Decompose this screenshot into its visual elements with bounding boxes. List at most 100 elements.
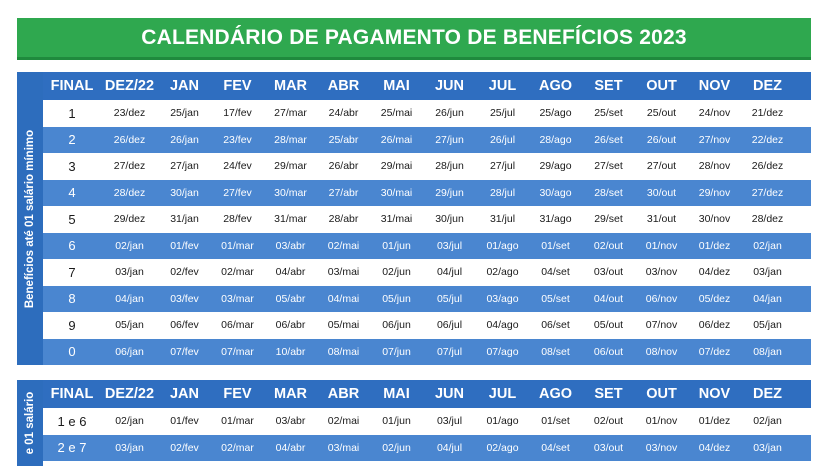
payment-date-cell: 04/jan (753, 292, 782, 305)
payment-date-cell: 05/jan (115, 319, 144, 332)
payment-date-cell: 05/jul (436, 292, 463, 305)
payment-date-cell: 25/abr (328, 133, 359, 146)
payment-date-cell: 03/abr (275, 415, 306, 428)
page-title: CALENDÁRIO DE PAGAMENTO DE BENEFÍCIOS 20… (17, 18, 811, 60)
payment-date-cell: 29/jun (435, 186, 464, 199)
final-digit-cell: 5 (68, 211, 76, 227)
payment-date-cell: 08/jan (753, 345, 782, 358)
payment-date-cell: 30/mar (274, 186, 307, 199)
payment-date-cell: 06/fev (170, 319, 199, 332)
payment-date-cell: 23/dez (113, 107, 146, 120)
payment-date-cell: 27/jul (489, 160, 516, 173)
table-row: 1 e 6 02/jan 01/fev 01/mar 03/abr 02/mai 01/ju… (43, 408, 811, 435)
payment-date-cell: 28/abr (328, 213, 359, 226)
payment-date-cell: 26/dez (751, 160, 784, 173)
payment-date-cell: 29/set (594, 213, 623, 226)
column-header: FEV (223, 386, 252, 402)
payment-date-cell: 03/out (593, 441, 624, 454)
payment-date-cell: 01/set (541, 415, 570, 428)
table-row: 2 e 7 03/jan 02/fev 02/mar 04/abr 03/mai 02/ju… (43, 434, 811, 461)
payment-date-cell: 24/fev (223, 160, 252, 173)
payment-date-cell: 28/nov (698, 160, 731, 173)
payment-date-cell: 04/out (593, 292, 624, 305)
column-header: DEZ/22 (104, 78, 155, 94)
payment-date-cell: 27/jun (435, 133, 464, 146)
payment-date-cell: 22/dez (751, 133, 784, 146)
column-header: DEZ/22 (104, 386, 155, 402)
table-row: 5 29/dez 31/jan 28/fev 31/mar 28/abr 31/mai 30/… (43, 206, 811, 233)
payment-date-cell: 05/dez (698, 292, 731, 305)
payment-date-cell: 05/jan (753, 319, 782, 332)
payment-date-cell: 27/fev (223, 186, 252, 199)
payment-date-cell: 30/jan (170, 186, 199, 199)
final-digit-cell: 6 (68, 238, 76, 254)
side-label: Benefícios até 01 salário mínimo (24, 129, 36, 308)
column-header: JUN (434, 386, 464, 402)
final-digit-cell: 7 (68, 264, 76, 280)
table-row: 7 03/jan 02/fev 02/mar 04/abr 03/mai 02/jun 04/… (43, 259, 811, 286)
payment-date-cell: 04/dez (698, 441, 731, 454)
payment-date-cell: 03/fev (170, 292, 199, 305)
payment-date-cell: 02/out (593, 239, 624, 252)
payment-date-cell: 04/jul (436, 441, 463, 454)
payment-date-cell: 31/out (646, 213, 677, 226)
payment-date-cell: 27/dez (113, 160, 146, 173)
payment-date-cell: 26/jan (170, 133, 199, 146)
payment-date-cell: 02/jan (115, 239, 144, 252)
payment-date-cell: 02/mar (221, 266, 254, 279)
table-benefits-min-wage: Benefícios até 01 salário mínimo FINAL DE… (17, 72, 811, 365)
payment-date-cell: 04/ago (486, 319, 519, 332)
final-digit-cell: 2 (68, 132, 76, 148)
payment-date-cell: 31/ago (539, 213, 572, 226)
payment-date-cell: 05/jun (382, 292, 411, 305)
payment-date-cell: 05/out (593, 319, 624, 332)
column-header: FINAL (50, 78, 94, 94)
column-header: JUN (434, 78, 464, 94)
payment-date-cell: 02/jun (382, 441, 411, 454)
payment-date-cell: 04/jul (436, 266, 463, 279)
column-header: ABR (327, 386, 360, 402)
payment-date-cell: 01/ago (486, 239, 519, 252)
side-label-bar: Benefícios até 01 salário mínimo (17, 72, 43, 365)
payment-date-cell: 02/fev (170, 441, 199, 454)
payment-date-cell: 30/mai (380, 186, 413, 199)
payment-date-cell: 26/out (646, 133, 677, 146)
payment-date-cell: 04/set (541, 266, 570, 279)
column-header: JAN (169, 78, 199, 94)
payment-date-cell: 26/dez (113, 133, 146, 146)
payment-date-cell: 04/jan (115, 292, 144, 305)
payment-date-cell: 02/mai (327, 415, 360, 428)
payment-date-cell: 06/nov (645, 292, 678, 305)
table-row: 1 23/dez 25/jan 17/fev 27/mar 24/abr 25/mai 26/… (43, 100, 811, 127)
table-row: 6 02/jan 01/fev 01/mar 03/abr 02/mai 01/jun 03/… (43, 232, 811, 259)
payment-date-cell: 06/dez (698, 319, 731, 332)
payment-date-cell: 03/mar (221, 292, 254, 305)
payment-date-cell: 06/jun (382, 319, 411, 332)
payment-date-cell: 27/jan (170, 160, 199, 173)
payment-date-cell: 08/mai (327, 345, 360, 358)
final-digit-cell: 2 e 7 (57, 440, 87, 456)
payment-date-cell: 03/nov (645, 266, 678, 279)
payment-date-cell: 10/abr (275, 345, 306, 358)
column-header: MAR (273, 386, 308, 402)
payment-date-cell: 06/abr (275, 319, 306, 332)
payment-date-cell: 24/abr (328, 107, 359, 120)
table-body: FINAL DEZ/22 JAN FEV MAR ABR MAI JUN JUL AGO SET OU… (43, 380, 811, 466)
payment-date-cell: 25/jan (170, 107, 199, 120)
payment-date-cell: 25/mai (380, 107, 413, 120)
payment-date-cell: 07/nov (645, 319, 678, 332)
column-header: MAR (273, 78, 308, 94)
payment-date-cell: 02/mar (221, 441, 254, 454)
payment-date-cell: 06/jan (115, 345, 144, 358)
column-header: SET (594, 78, 623, 94)
table-row: 2 26/dez 26/jan 23/fev 28/mar 25/abr 26/mai 27/… (43, 126, 811, 153)
payment-date-cell: 25/ago (539, 107, 572, 120)
payment-date-cell: 02/jan (115, 415, 144, 428)
payment-date-cell: 25/out (646, 107, 677, 120)
payment-date-cell: 28/jun (435, 160, 464, 173)
payment-date-cell: 29/nov (698, 186, 731, 199)
payment-date-cell: 02/fev (170, 266, 199, 279)
payment-date-cell: 01/fev (170, 239, 199, 252)
payment-date-cell: 04/mai (327, 292, 360, 305)
payment-date-cell: 02/ago (486, 441, 519, 454)
